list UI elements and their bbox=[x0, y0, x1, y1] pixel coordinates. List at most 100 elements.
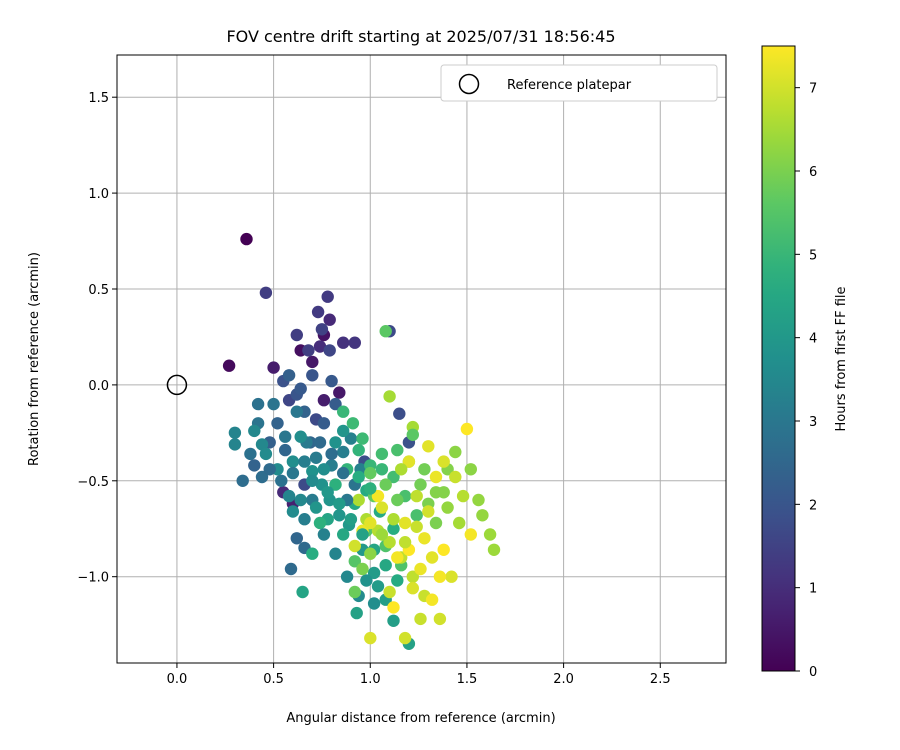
data-point bbox=[313, 516, 327, 530]
data-point bbox=[398, 516, 412, 530]
data-point bbox=[364, 631, 377, 645]
x-tick-label: 0.5 bbox=[263, 672, 284, 687]
data-point bbox=[391, 443, 404, 457]
colorbar-tick-label: 5 bbox=[809, 248, 817, 263]
data-point bbox=[255, 438, 269, 451]
data-point bbox=[317, 394, 331, 407]
data-point bbox=[375, 463, 389, 476]
data-point bbox=[337, 405, 350, 418]
data-point bbox=[251, 397, 265, 411]
data-point bbox=[364, 482, 377, 495]
data-point bbox=[418, 532, 431, 545]
data-point bbox=[298, 455, 311, 468]
y-tick-label: 0.0 bbox=[88, 379, 109, 394]
data-points bbox=[222, 232, 501, 650]
data-point bbox=[371, 489, 385, 503]
data-point bbox=[391, 493, 404, 507]
data-point bbox=[222, 359, 236, 372]
data-point bbox=[344, 432, 358, 445]
data-point bbox=[279, 443, 292, 457]
plot-frame bbox=[116, 54, 727, 664]
y-tick-label: −1.0 bbox=[77, 571, 109, 586]
data-point bbox=[321, 486, 334, 499]
colorbar-tick-label: 1 bbox=[809, 582, 817, 597]
data-point bbox=[375, 501, 389, 514]
data-point bbox=[414, 562, 427, 576]
data-point bbox=[275, 474, 288, 487]
data-point bbox=[348, 555, 361, 568]
data-point bbox=[267, 361, 280, 374]
data-point bbox=[286, 466, 300, 480]
data-point bbox=[348, 585, 361, 599]
data-point bbox=[414, 612, 427, 626]
data-point bbox=[375, 447, 389, 461]
data-point bbox=[228, 438, 242, 451]
data-point bbox=[309, 451, 323, 464]
data-point bbox=[279, 430, 292, 443]
data-point bbox=[348, 539, 361, 553]
data-point bbox=[364, 547, 377, 560]
data-point bbox=[387, 470, 400, 484]
data-point bbox=[296, 585, 309, 599]
data-point bbox=[350, 606, 363, 620]
data-point bbox=[425, 551, 439, 564]
data-point bbox=[309, 501, 323, 514]
data-point bbox=[379, 478, 392, 491]
colorbar-tick-label: 6 bbox=[809, 165, 817, 180]
data-point bbox=[267, 397, 280, 411]
data-point bbox=[333, 386, 346, 399]
y-tick-label: 0.5 bbox=[88, 283, 109, 298]
data-point bbox=[248, 459, 261, 472]
data-point bbox=[449, 445, 462, 459]
data-point bbox=[356, 562, 369, 576]
colorbar-tick-label: 4 bbox=[809, 332, 817, 347]
data-point bbox=[383, 390, 396, 403]
data-point bbox=[398, 536, 412, 549]
data-point bbox=[286, 455, 300, 468]
colorbar-tick-label: 2 bbox=[809, 498, 817, 513]
data-point bbox=[441, 501, 454, 514]
data-point bbox=[476, 509, 489, 522]
data-point bbox=[290, 405, 303, 418]
data-point bbox=[311, 305, 325, 319]
data-point bbox=[460, 422, 474, 436]
data-point bbox=[313, 340, 327, 353]
data-point bbox=[418, 463, 431, 476]
data-point bbox=[317, 417, 331, 430]
data-point bbox=[348, 336, 361, 349]
data-point bbox=[317, 463, 331, 476]
colorbar-tick-label: 3 bbox=[809, 415, 817, 430]
data-point bbox=[464, 463, 477, 476]
data-point bbox=[360, 574, 373, 587]
data-point bbox=[282, 489, 296, 503]
data-point bbox=[433, 612, 447, 626]
data-point bbox=[240, 232, 253, 246]
data-point bbox=[402, 455, 416, 468]
data-point bbox=[329, 478, 342, 491]
data-point bbox=[306, 474, 319, 487]
data-point bbox=[313, 436, 327, 449]
data-point bbox=[456, 489, 470, 503]
data-point bbox=[391, 551, 404, 564]
data-point bbox=[290, 328, 303, 342]
colorbar bbox=[761, 45, 796, 672]
data-point bbox=[383, 585, 396, 599]
data-point bbox=[302, 344, 315, 357]
x-tick-label: 1.5 bbox=[457, 672, 478, 687]
data-point bbox=[398, 631, 412, 645]
data-point bbox=[294, 430, 307, 443]
chart-title: FOV centre drift starting at 2025/07/31 … bbox=[226, 27, 615, 46]
data-point bbox=[236, 474, 249, 487]
data-point bbox=[410, 509, 423, 522]
data-point bbox=[437, 543, 450, 556]
data-point bbox=[228, 426, 242, 439]
data-point bbox=[306, 369, 319, 382]
data-point bbox=[337, 445, 350, 459]
data-point bbox=[329, 397, 342, 411]
data-point bbox=[346, 417, 360, 430]
data-point bbox=[391, 574, 404, 587]
data-point bbox=[429, 516, 443, 530]
data-point bbox=[284, 562, 298, 576]
data-point bbox=[294, 382, 307, 395]
data-point bbox=[472, 493, 485, 507]
